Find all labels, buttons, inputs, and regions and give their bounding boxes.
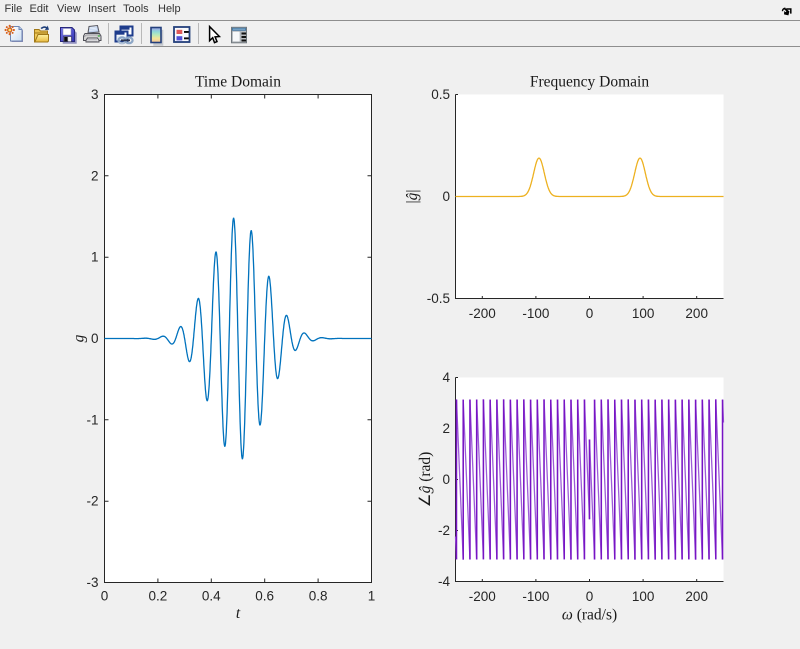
svg-text:2: 2: [442, 421, 450, 436]
svg-text:-0.5: -0.5: [427, 291, 450, 306]
svg-text:1: 1: [91, 250, 99, 265]
svg-text:3: 3: [91, 87, 99, 102]
svg-text:200: 200: [685, 306, 708, 321]
svg-text:0: 0: [586, 306, 594, 321]
svg-text:|ĝ|: |ĝ|: [404, 190, 421, 204]
svg-text:0.4: 0.4: [202, 589, 221, 604]
svg-text:-2: -2: [438, 523, 450, 538]
svg-text:-3: -3: [86, 575, 98, 590]
svg-text:0: 0: [91, 331, 99, 346]
svg-text:0.2: 0.2: [149, 589, 168, 604]
svg-text:∠ĝ (rad): ∠ĝ (rad): [417, 452, 434, 508]
svg-text:0.6: 0.6: [255, 589, 274, 604]
svg-text:-100: -100: [522, 589, 549, 604]
svg-text:100: 100: [632, 306, 655, 321]
svg-text:200: 200: [685, 589, 708, 604]
svg-text:-4: -4: [438, 574, 450, 589]
svg-text:-2: -2: [86, 494, 98, 509]
svg-text:-200: -200: [469, 589, 496, 604]
svg-text:0: 0: [442, 189, 450, 204]
svg-text:g: g: [71, 334, 88, 342]
svg-text:0: 0: [586, 589, 594, 604]
svg-text:4: 4: [442, 370, 450, 385]
svg-text:-100: -100: [522, 306, 549, 321]
svg-text:2: 2: [91, 168, 99, 183]
svg-text:1: 1: [368, 589, 376, 604]
svg-text:t: t: [236, 605, 241, 622]
svg-text:0.5: 0.5: [431, 87, 450, 102]
svg-text:100: 100: [632, 589, 655, 604]
svg-text:-1: -1: [86, 412, 98, 427]
svg-text:-200: -200: [469, 306, 496, 321]
svg-text:ω (rad/s): ω (rad/s): [562, 607, 617, 624]
svg-text:0: 0: [442, 472, 450, 487]
svg-text:Frequency Domain: Frequency Domain: [530, 74, 649, 91]
svg-text:Time Domain: Time Domain: [195, 74, 281, 91]
svg-text:0.8: 0.8: [309, 589, 328, 604]
svg-text:0: 0: [101, 589, 109, 604]
